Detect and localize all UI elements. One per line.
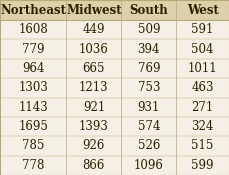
Text: 509: 509	[138, 23, 160, 36]
Text: 324: 324	[191, 120, 214, 133]
Text: 964: 964	[22, 62, 44, 75]
Text: 785: 785	[22, 139, 44, 152]
Text: 921: 921	[83, 101, 105, 114]
Text: 665: 665	[83, 62, 105, 75]
Text: 1011: 1011	[188, 62, 218, 75]
Text: South: South	[129, 4, 168, 17]
Text: 866: 866	[83, 159, 105, 172]
Text: 526: 526	[138, 139, 160, 152]
Text: West: West	[187, 4, 219, 17]
Text: 463: 463	[191, 81, 214, 94]
Text: 769: 769	[138, 62, 160, 75]
Bar	[0, 0, 229, 20]
Text: 574: 574	[138, 120, 160, 133]
Text: 1695: 1695	[18, 120, 48, 133]
Text: 599: 599	[191, 159, 214, 172]
Text: 1393: 1393	[79, 120, 109, 133]
Text: Northeast: Northeast	[0, 4, 66, 17]
Bar	[0, 20, 229, 175]
Text: Midwest: Midwest	[66, 4, 122, 17]
Text: 931: 931	[138, 101, 160, 114]
Text: 1608: 1608	[18, 23, 48, 36]
Text: 515: 515	[191, 139, 214, 152]
Text: 1096: 1096	[134, 159, 164, 172]
Text: 504: 504	[191, 43, 214, 56]
Text: 271: 271	[191, 101, 214, 114]
Text: 394: 394	[138, 43, 160, 56]
Text: 1143: 1143	[18, 101, 48, 114]
Text: 1213: 1213	[79, 81, 109, 94]
Text: 778: 778	[22, 159, 44, 172]
Text: 1303: 1303	[18, 81, 48, 94]
Text: 753: 753	[138, 81, 160, 94]
Text: 1036: 1036	[79, 43, 109, 56]
Text: 449: 449	[83, 23, 105, 36]
Text: 779: 779	[22, 43, 44, 56]
Text: 926: 926	[83, 139, 105, 152]
Text: 591: 591	[191, 23, 214, 36]
